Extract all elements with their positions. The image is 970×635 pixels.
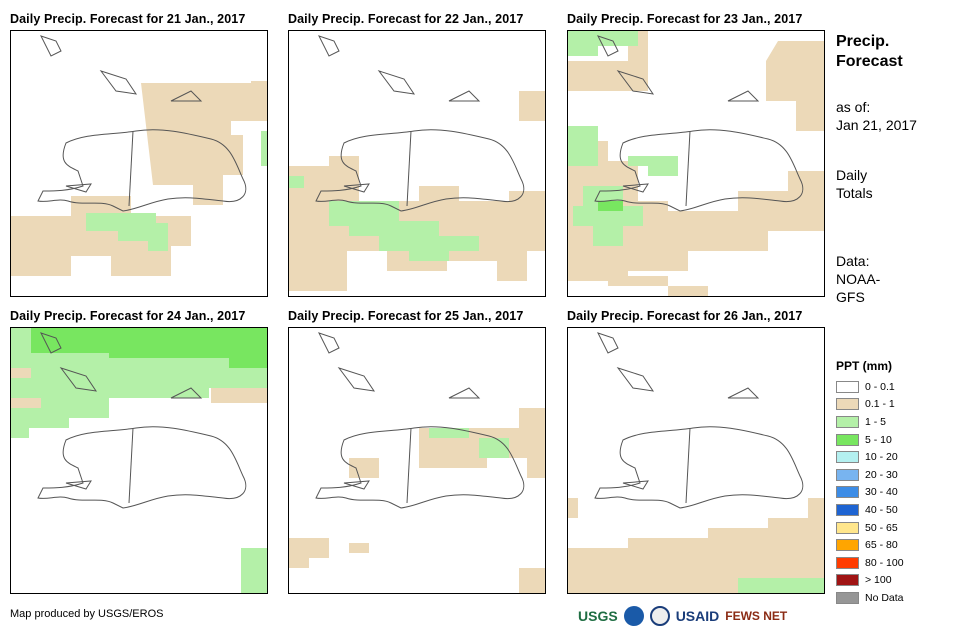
coastline-jan22: [315, 35, 525, 212]
map-jan24: [11, 328, 267, 593]
legend-swatch: [836, 503, 859, 516]
legend-label: 65 - 80: [865, 539, 898, 552]
legend-label: 5 - 10: [865, 433, 892, 446]
legend-label: 20 - 30: [865, 468, 898, 481]
coastline-jan24: [37, 332, 247, 509]
legend-swatch: [836, 451, 859, 464]
panel-title-jan25: Daily Precip. Forecast for 25 Jan., 2017: [288, 309, 524, 323]
legend-label: 1 - 5: [865, 415, 887, 428]
precip-0.1-1-jan23: [568, 31, 824, 296]
precip-0.1-1-jan21: [11, 81, 267, 276]
usaid-logo: USAID: [675, 608, 720, 624]
credit-text: Map produced by USGS/EROS: [10, 608, 164, 620]
legend-swatch: [836, 539, 859, 552]
precip-0.1-1-jan26: [568, 498, 824, 593]
map-jan22: [289, 35, 545, 291]
map-panel-jan26: [567, 327, 825, 594]
legend-swatch: [836, 433, 859, 446]
as-of-label: as of:: [836, 99, 871, 115]
legend-swatch: [836, 486, 859, 499]
legend-label: 10 - 20: [865, 451, 898, 464]
totals-label: Daily Totals: [836, 167, 873, 201]
legend-label: 80 - 100: [865, 556, 904, 569]
precip-1-5-jan22: [289, 176, 479, 261]
legend-item: > 100: [836, 572, 904, 590]
map-jan21: [11, 35, 267, 276]
legend-label: 40 - 50: [865, 503, 898, 516]
map-jan26: [568, 332, 824, 593]
precip-1-5-jan23: [568, 31, 678, 246]
coastline-jan25: [315, 332, 525, 509]
legend-label: > 100: [865, 574, 892, 587]
precip-5-10-jan24: [31, 328, 267, 368]
panel-title-jan22: Daily Precip. Forecast for 22 Jan., 2017: [288, 12, 524, 26]
precip-1-5-jan25: [429, 428, 509, 458]
map-panel-jan25: [288, 327, 546, 594]
map-jan25: [289, 332, 545, 593]
legend-swatch: [836, 380, 859, 393]
panel-title-jan21: Daily Precip. Forecast for 21 Jan., 2017: [10, 12, 246, 26]
usgs-logo: USGS: [578, 608, 618, 624]
legend-item: 1 - 5: [836, 413, 904, 431]
logo-strip: USGS USAID FEWS NET: [578, 603, 787, 629]
legend-items: 0 - 0.1 0.1 - 1 1 - 5 5 - 10 10 - 20 20 - 30 3…: [836, 378, 904, 607]
legend-label: No Data: [865, 591, 904, 604]
data-source: Data: NOAA-GFS: [836, 253, 881, 305]
legend-item: 50 - 65: [836, 519, 904, 537]
panel-title-jan26: Daily Precip. Forecast for 26 Jan., 2017: [567, 309, 803, 323]
map-panel-jan21: [10, 30, 268, 297]
coastline-jan23: [594, 35, 804, 212]
map-panel-jan24: [10, 327, 268, 594]
noaa-logo: [623, 606, 644, 626]
precip-1-5-jan21: [86, 131, 267, 251]
legend-item: 10 - 20: [836, 448, 904, 466]
as-of-date: Jan 21, 2017: [836, 117, 917, 133]
map-jan23: [568, 31, 824, 296]
fewsnet-logo: FEWS NET: [725, 609, 788, 623]
legend-item: 0.1 - 1: [836, 396, 904, 414]
legend-item: 80 - 100: [836, 554, 904, 572]
legend-item: 5 - 10: [836, 431, 904, 449]
coastline-jan26: [594, 332, 804, 509]
legend-swatch: [836, 591, 859, 604]
legend-swatch: [836, 415, 859, 428]
legend-title: PPT (mm): [836, 359, 893, 373]
legend-swatch: [836, 556, 859, 569]
precip-0.1-1-jan25: [289, 408, 545, 593]
legend-label: 0 - 0.1: [865, 380, 895, 393]
legend-swatch: [836, 398, 859, 411]
map-panel-jan23: [567, 30, 825, 297]
panel-title-jan23: Daily Precip. Forecast for 23 Jan., 2017: [567, 12, 803, 26]
legend-item: 0 - 0.1: [836, 378, 904, 396]
side-title: Precip. Forecast: [836, 33, 903, 70]
legend-label: 50 - 65: [865, 521, 898, 534]
precip-0.1-1-jan24: [11, 368, 267, 408]
legend-swatch: [836, 468, 859, 481]
legend-item: 20 - 30: [836, 466, 904, 484]
legend-label: 0.1 - 1: [865, 398, 895, 411]
legend-swatch: [836, 574, 859, 587]
legend-item: 30 - 40: [836, 484, 904, 502]
panel-title-jan24: Daily Precip. Forecast for 24 Jan., 2017: [10, 309, 246, 323]
map-panel-jan22: [288, 30, 546, 297]
legend-swatch: [836, 521, 859, 534]
precip-5-10-jan23: [598, 201, 623, 211]
legend: PPT (mm) 0 - 0.1 0.1 - 1 1 - 5 5 - 10 10 - 2…: [836, 359, 904, 607]
legend-item: 40 - 50: [836, 501, 904, 519]
precip-1-5-jan26: [738, 578, 824, 593]
legend-item: No Data: [836, 589, 904, 607]
coastline-jan21: [37, 35, 247, 212]
legend-label: 30 - 40: [865, 486, 898, 499]
legend-item: 65 - 80: [836, 536, 904, 554]
seal-logo: [649, 606, 670, 626]
